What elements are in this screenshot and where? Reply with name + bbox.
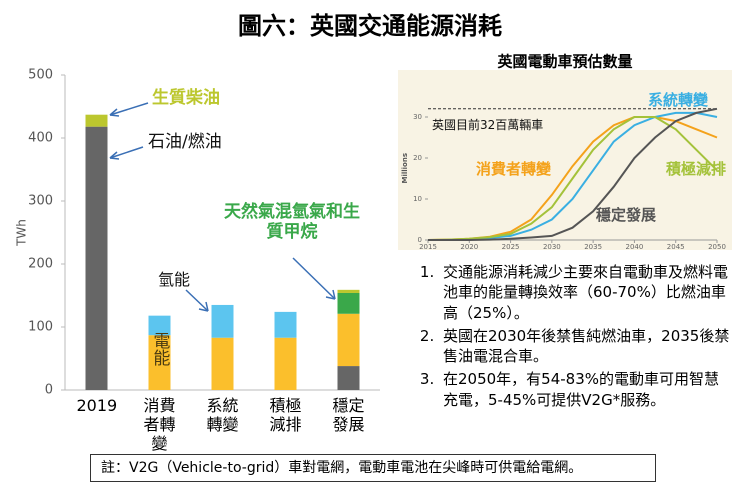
series-label: 生質柴油	[152, 88, 220, 108]
x-tick-label: 2035	[584, 243, 602, 251]
bar-segment	[337, 292, 360, 314]
bar-segment	[337, 313, 360, 367]
series-label: 天然氣混氫氣和生質甲烷	[224, 202, 360, 243]
bar-segment	[211, 304, 234, 338]
x-tick-label: 2019	[76, 396, 118, 415]
title: 圖六：英國交通能源消耗	[238, 12, 502, 40]
series-label: 電能	[149, 332, 170, 366]
series-label: 積極減排	[666, 160, 727, 178]
line	[427, 116, 718, 241]
y-tick-label: 20	[413, 154, 422, 162]
x-tick-label: 消費者轉變	[143, 396, 176, 454]
note: 交通能源消耗減少主要來自電動車及燃料電池車的能量轉換效率（60-70%）比燃油車…	[439, 262, 730, 323]
bar-segment	[148, 315, 171, 336]
y-tick-label: 10	[413, 195, 422, 203]
bar-segment	[337, 289, 360, 293]
bar-segment	[148, 335, 171, 390]
x-tick-label: 穩定發展	[332, 396, 365, 435]
note: 英國在2030年後禁售純燃油車，2035後禁售油電混合車。	[439, 326, 730, 367]
y-tick-label: 0	[418, 236, 422, 244]
y-tick-label: 300	[28, 194, 53, 209]
y-axis-label: TWh	[15, 219, 29, 247]
x-tick-label: 2040	[626, 243, 644, 251]
bar-segment	[211, 337, 234, 390]
x-tick-label: 2045	[667, 243, 685, 251]
series-label: 石油/燃油	[148, 132, 222, 152]
x-tick-label: 2025	[502, 243, 520, 251]
x-tick-label: 2020	[460, 243, 478, 251]
line-chart-bg	[398, 70, 732, 250]
y-tick-label: 100	[28, 320, 53, 335]
x-tick-label: 系統轉變	[206, 396, 239, 435]
x-tick-label: 積極減排	[269, 396, 302, 435]
bar-segment	[85, 126, 108, 390]
line	[428, 107, 718, 241]
notes: 交通能源消耗減少主要來自電動車及燃料電池車的能量轉換效率（60-70%）比燃油車…	[405, 262, 730, 413]
y-tick-label: 30	[413, 113, 422, 121]
x-tick-label: 2050	[708, 243, 726, 251]
x-tick-label: 2015	[419, 243, 437, 251]
bar-segment	[274, 337, 297, 390]
x-tick-label: 2030	[543, 243, 561, 251]
series-label: 消費者轉變	[476, 160, 552, 178]
series-label: 系統轉變	[648, 91, 709, 109]
note: 在2050年，有54-83%的電動車可用智慧充電，5-45%可提供V2G*服務。	[439, 369, 730, 410]
arrows	[109, 102, 336, 312]
bar-segment	[274, 311, 297, 338]
y-tick-label: 200	[28, 257, 53, 272]
bar-segment	[85, 114, 108, 127]
y-tick-label: 400	[28, 131, 53, 146]
reference-label: 英國目前32百萬輛車	[432, 117, 544, 132]
y-axis-label: Millions	[401, 153, 409, 184]
footnote: 註：V2G（Vehicle-to-grid）車對電網，電動車電池在尖峰時可供電給…	[90, 454, 656, 482]
y-tick-label: 500	[28, 68, 53, 83]
series-label: 穩定發展	[596, 206, 657, 224]
chart-title: 英國電動車預估數量	[497, 53, 632, 71]
bar-segment	[337, 366, 360, 390]
series-label: 氫能	[158, 270, 191, 289]
y-tick-label: 0	[45, 383, 53, 398]
